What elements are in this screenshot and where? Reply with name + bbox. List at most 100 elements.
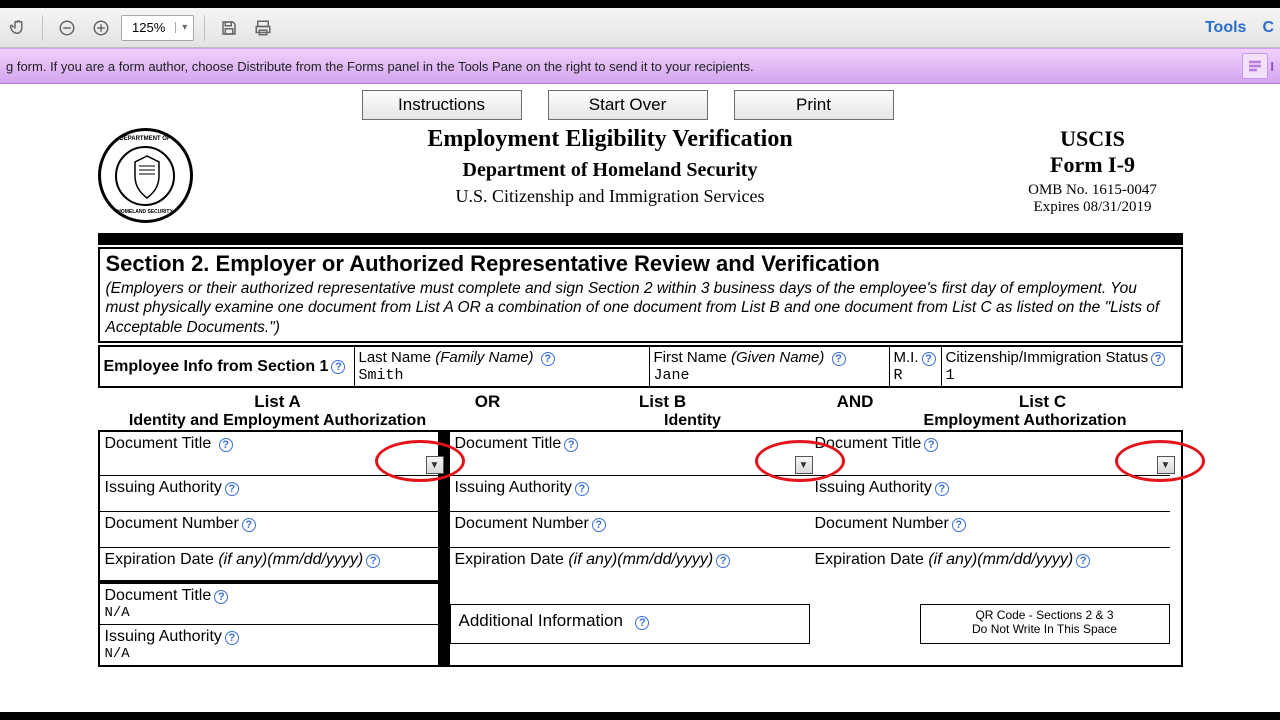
issuing-a2-value: N/A	[105, 646, 433, 662]
exp-date-c-field[interactable]: Expiration Date (if any)(mm/dd/yyyy)?	[810, 548, 1170, 584]
toolbar-right-crop[interactable]: C	[1262, 19, 1276, 37]
doc-num-b-field[interactable]: Document Number?	[450, 512, 810, 548]
print-button[interactable]: Print	[734, 90, 894, 120]
list-b-head: List B	[518, 392, 808, 412]
help-icon[interactable]: ?	[564, 438, 578, 452]
uscis-line1: USCIS	[1003, 126, 1183, 152]
help-icon[interactable]: ?	[575, 482, 589, 496]
emp-info-head-text: Employee Info from Section 1	[104, 358, 329, 376]
zoom-in-icon[interactable]	[87, 14, 115, 42]
help-icon[interactable]: ?	[331, 360, 345, 374]
help-icon[interactable]: ?	[366, 554, 380, 568]
list-a-head: List A	[98, 392, 458, 412]
emp-info-head: Employee Info from Section 1 ?	[104, 358, 346, 376]
seal-text-bottom: HOMELAND SECURITY	[101, 209, 190, 215]
form-page: Instructions Start Over Print DEPARTMENT…	[98, 84, 1183, 667]
pdf-toolbar: 125% ▾ Tools C	[0, 8, 1280, 48]
save-icon[interactable]	[215, 14, 243, 42]
zoom-value: 125%	[122, 20, 175, 35]
section2-title: Section 2. Employer or Authorized Repres…	[106, 251, 1175, 277]
help-icon[interactable]: ?	[1151, 352, 1165, 366]
notice-crop: I	[1270, 59, 1274, 74]
chevron-down-icon[interactable]: ▾	[175, 22, 193, 33]
mi-label: M.I.?	[894, 349, 937, 366]
issuing-b-field[interactable]: Issuing Authority?	[450, 476, 810, 512]
help-icon[interactable]: ?	[219, 438, 233, 452]
help-icon[interactable]: ?	[924, 438, 938, 452]
hand-tool-icon[interactable]	[4, 14, 32, 42]
qr-line1: QR Code - Sections 2 & 3	[927, 608, 1163, 622]
form-top-buttons: Instructions Start Over Print	[358, 90, 898, 120]
additional-info-field[interactable]: Additional Information ?	[450, 604, 810, 644]
help-icon[interactable]: ?	[635, 616, 649, 630]
list-c-sub: Employment Authorization	[868, 412, 1183, 430]
document-columns: Document Title ? Issuing Authority? Docu…	[98, 430, 1183, 667]
help-icon[interactable]: ?	[541, 352, 555, 366]
form-expiry: Expires 08/31/2019	[1003, 199, 1183, 216]
letterbox-bottom	[0, 712, 1280, 720]
help-icon[interactable]: ?	[225, 482, 239, 496]
first-name-label: First Name (Given Name) ?	[654, 349, 885, 366]
zoom-out-icon[interactable]	[53, 14, 81, 42]
exp-date-a-field[interactable]: Expiration Date (if any)(mm/dd/yyyy)?	[100, 548, 438, 584]
start-over-button[interactable]: Start Over	[548, 90, 708, 120]
last-name-label: Last Name (Family Name) ?	[359, 349, 645, 366]
zoom-level-select[interactable]: 125% ▾	[121, 15, 194, 41]
list-subheader-row: Identity and Employment Authorization Id…	[98, 412, 1183, 430]
doc-title-c-field[interactable]: Document Title?	[810, 432, 1170, 476]
help-icon[interactable]: ?	[225, 631, 239, 645]
employee-info-row: Employee Info from Section 1 ? Last Name…	[98, 345, 1183, 388]
list-a-sub: Identity and Employment Authorization	[98, 412, 458, 430]
help-icon[interactable]: ?	[1076, 554, 1090, 568]
help-icon[interactable]: ?	[952, 518, 966, 532]
form-dept: Department of Homeland Security	[218, 159, 1003, 182]
doc-title-a2-field[interactable]: Document Title? N/A	[100, 584, 438, 625]
help-icon[interactable]: ?	[716, 554, 730, 568]
list-c-head: List C	[903, 392, 1183, 412]
exp-date-b-field[interactable]: Expiration Date (if any)(mm/dd/yyyy)?	[450, 548, 810, 584]
qr-line2: Do Not Write In This Space	[927, 622, 1163, 636]
doc-num-a-field[interactable]: Document Number?	[100, 512, 438, 548]
help-icon[interactable]: ?	[832, 352, 846, 366]
doc-title-b-field[interactable]: Document Title?	[450, 432, 810, 476]
list-or: OR	[458, 392, 518, 412]
help-icon[interactable]: ?	[242, 518, 256, 532]
instructions-button[interactable]: Instructions	[362, 90, 522, 120]
doc-title-a-field[interactable]: Document Title ?	[100, 432, 438, 476]
first-name-value[interactable]: Jane	[654, 367, 885, 384]
help-icon[interactable]: ?	[922, 352, 936, 366]
qr-code-box: QR Code - Sections 2 & 3 Do Not Write In…	[920, 604, 1170, 644]
document-canvas: Instructions Start Over Print DEPARTMENT…	[0, 84, 1280, 712]
doc-title-c-dropdown[interactable]: ▼	[1157, 456, 1175, 474]
highlight-fields-icon[interactable]	[1242, 53, 1268, 79]
doc-title-b-dropdown[interactable]: ▼	[795, 456, 813, 474]
print-icon[interactable]	[249, 14, 277, 42]
list-a-column: Document Title ? Issuing Authority? Docu…	[100, 432, 450, 665]
citizenship-label: Citizenship/Immigration Status?	[946, 349, 1177, 366]
doc-num-c-field[interactable]: Document Number?	[810, 512, 1170, 548]
additional-info-label: Additional Information	[459, 611, 623, 630]
list-and: AND	[808, 392, 903, 412]
toolbar-separator	[42, 15, 43, 41]
section2-box: Section 2. Employer or Authorized Repres…	[98, 247, 1183, 343]
help-icon[interactable]: ?	[592, 518, 606, 532]
form-notice-bar: g form. If you are a form author, choose…	[0, 48, 1280, 84]
uscis-block: USCIS Form I-9 OMB No. 1615-0047 Expires…	[1003, 126, 1183, 216]
issuing-a-field[interactable]: Issuing Authority?	[100, 476, 438, 512]
form-agency: U.S. Citizenship and Immigration Service…	[218, 186, 1003, 207]
tools-link[interactable]: Tools	[1195, 19, 1256, 37]
uscis-line2: Form I-9	[1003, 152, 1183, 178]
dhs-seal-icon: DEPARTMENT OF HOMELAND SECURITY	[98, 128, 193, 223]
issuing-c-field[interactable]: Issuing Authority?	[810, 476, 1170, 512]
issuing-a2-field[interactable]: Issuing Authority? N/A	[100, 625, 438, 665]
doc-title-a2-value: N/A	[105, 605, 433, 621]
citizenship-value[interactable]: 1	[946, 367, 1177, 384]
seal-text-top: DEPARTMENT OF	[101, 136, 190, 142]
help-icon[interactable]: ?	[935, 482, 949, 496]
help-icon[interactable]: ?	[214, 590, 228, 604]
doc-title-a-dropdown[interactable]: ▼	[426, 456, 444, 474]
list-b-column: Document Title? Issuing Authority? Docum…	[450, 432, 810, 665]
letterbox-top	[0, 0, 1280, 8]
last-name-value[interactable]: Smith	[359, 367, 645, 384]
mi-value[interactable]: R	[894, 367, 937, 384]
